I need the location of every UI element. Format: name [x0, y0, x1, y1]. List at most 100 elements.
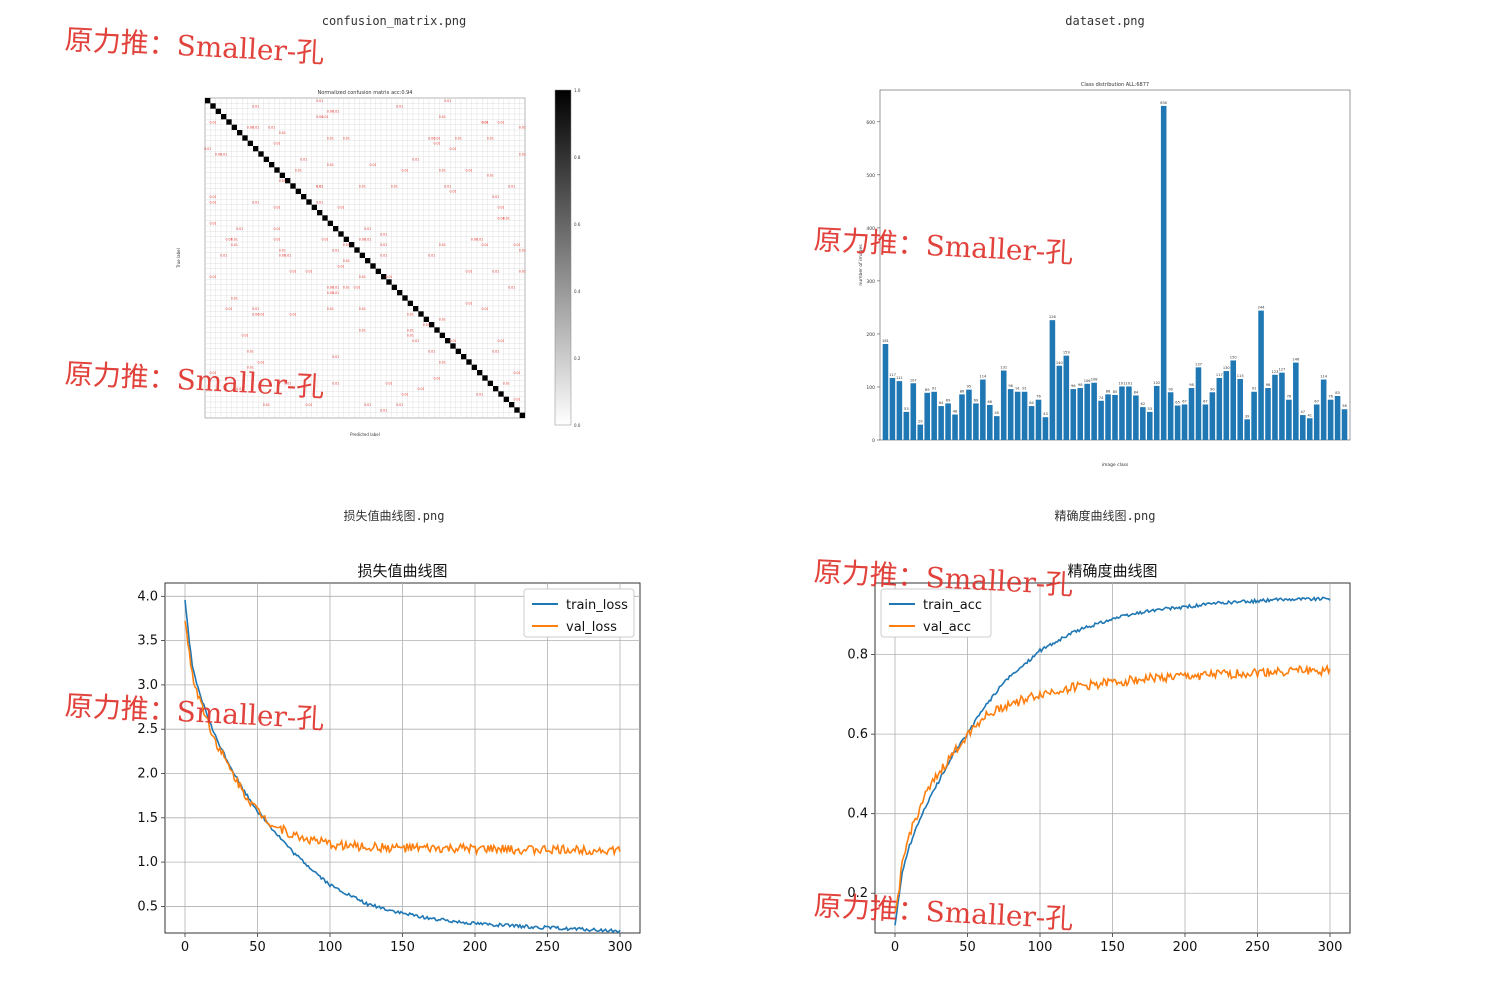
bar — [1300, 415, 1306, 440]
cell-value-label: 0.01 — [316, 184, 323, 188]
diagonal-cell — [311, 204, 317, 210]
cell-value-label: 0.01 — [247, 366, 254, 370]
cell-value-label: 0.01 — [465, 168, 472, 172]
cell-value-label: 0.01 — [439, 168, 446, 172]
cell-value-label: 0.01 — [380, 408, 387, 412]
bar — [966, 389, 972, 440]
x-tick-label: 100 — [1028, 940, 1053, 955]
cell-value-label: 0.01 — [284, 254, 291, 258]
cell-value-label: 0.01 — [343, 259, 350, 263]
x-tick-label: 0 — [891, 940, 899, 955]
cell-value-label: 0.01 — [364, 227, 371, 231]
legend-label: train_acc — [923, 598, 982, 613]
bar-value-label: 47 — [1301, 410, 1306, 414]
bar-value-label: 53 — [1147, 407, 1152, 411]
bar — [1042, 417, 1049, 440]
y-axis-label: number of images — [858, 244, 864, 286]
cell-value-label: 0.01 — [215, 152, 222, 156]
bar-value-label: 83 — [1335, 391, 1340, 395]
cell-value-label: 0.01 — [209, 371, 216, 375]
bar-value-label: 45 — [994, 411, 999, 415]
cell-value-label: 0.01 — [252, 307, 259, 311]
diagonal-cell — [327, 220, 333, 226]
cell-value-label: 0.01 — [279, 179, 286, 183]
bar — [993, 416, 1000, 440]
cell-value-label: 0.01 — [273, 206, 280, 210]
bar-value-label: 67 — [1182, 399, 1187, 403]
cell-value-label: 0.01 — [332, 110, 339, 114]
diagonal-cell — [381, 274, 387, 280]
series-line — [184, 600, 621, 934]
bar — [1077, 388, 1084, 440]
bar — [987, 405, 993, 440]
bar — [1230, 360, 1237, 440]
cell-value-label: 0.01 — [289, 270, 296, 274]
bar-value-label: 106 — [1084, 379, 1092, 383]
bar — [1098, 400, 1104, 440]
bar-value-label: 29 — [918, 420, 923, 424]
cell-value-label: 0.01 — [412, 158, 419, 162]
bar — [1070, 389, 1077, 440]
cell-value-label: 0.01 — [247, 350, 254, 354]
diagonal-cell — [285, 178, 291, 184]
bar-value-label: 96 — [1071, 384, 1076, 388]
chart-title: 损失值曲线图 — [357, 562, 447, 580]
diagonal-cell — [386, 279, 392, 285]
cell-value-label: 0.01 — [343, 243, 350, 247]
diagonal-cell — [247, 140, 253, 146]
cell-value-label: 0.01 — [209, 195, 216, 199]
cell-value-label: 0.01 — [433, 136, 440, 140]
diagonal-cell — [258, 151, 264, 157]
cell-value-label: 0.01 — [231, 296, 238, 300]
cell-value-label: 0.01 — [316, 115, 323, 119]
bar — [1320, 379, 1327, 440]
bar-value-label: 244 — [1258, 306, 1266, 310]
bar — [1244, 419, 1250, 440]
cell-value-label: 0.01 — [428, 136, 435, 140]
cell-value-label: 0.01 — [343, 286, 350, 290]
y-tick-label: 2.0 — [137, 767, 158, 782]
cell-value-label: 0.01 — [492, 350, 499, 354]
colorbar-tick-label: 0.2 — [574, 356, 581, 361]
diagonal-cell — [439, 332, 445, 338]
x-tick-label: 100 — [318, 940, 343, 955]
x-axis-label: Predicted label — [350, 432, 380, 437]
cell-value-label: 0.01 — [241, 334, 248, 338]
bar-value-label: 146 — [1292, 358, 1300, 362]
cell-value-label: 0.01 — [332, 286, 339, 290]
bar-value-label: 117 — [889, 373, 896, 377]
y-tick-label: 400 — [866, 226, 875, 232]
y-tick-label: 300 — [866, 279, 875, 285]
bar-value-label: 91 — [1015, 387, 1020, 391]
cell-value-label: 0.01 — [449, 190, 456, 194]
bar-value-label: 89 — [925, 388, 930, 392]
cell-value-label: 0.01 — [407, 328, 414, 332]
bar — [1021, 391, 1028, 440]
cell-value-label: 0.01 — [444, 184, 451, 188]
bar — [1146, 411, 1153, 440]
x-tick-label: 250 — [1245, 940, 1270, 955]
cell-value-label: 0.01 — [332, 355, 339, 359]
y-tick-label: 600 — [866, 120, 875, 126]
diagonal-cell — [274, 167, 280, 173]
bar — [1174, 405, 1181, 440]
cell-value-label: 0.01 — [327, 163, 334, 167]
bar — [1279, 372, 1285, 440]
bar — [1341, 409, 1348, 440]
cell-value-label: 0.01 — [225, 238, 232, 242]
cell-value-label: 0.01 — [396, 104, 403, 108]
bar — [1112, 394, 1118, 440]
bar-value-label: 84 — [1134, 390, 1139, 394]
bar-value-label: 114 — [1320, 375, 1328, 379]
cell-value-label: 0.01 — [337, 206, 344, 210]
x-tick-label: 150 — [390, 940, 415, 955]
diagonal-cell — [338, 231, 344, 237]
cell-value-label: 0.01 — [401, 168, 408, 172]
bar — [952, 414, 958, 440]
cell-value-label: 0.01 — [428, 350, 435, 354]
diagonal-cell — [333, 226, 339, 232]
diagonal-cell — [365, 258, 371, 264]
bar — [1237, 379, 1243, 440]
chart-title: 精确度曲线图 — [1067, 562, 1157, 580]
cell-value-label: 0.01 — [513, 243, 520, 247]
